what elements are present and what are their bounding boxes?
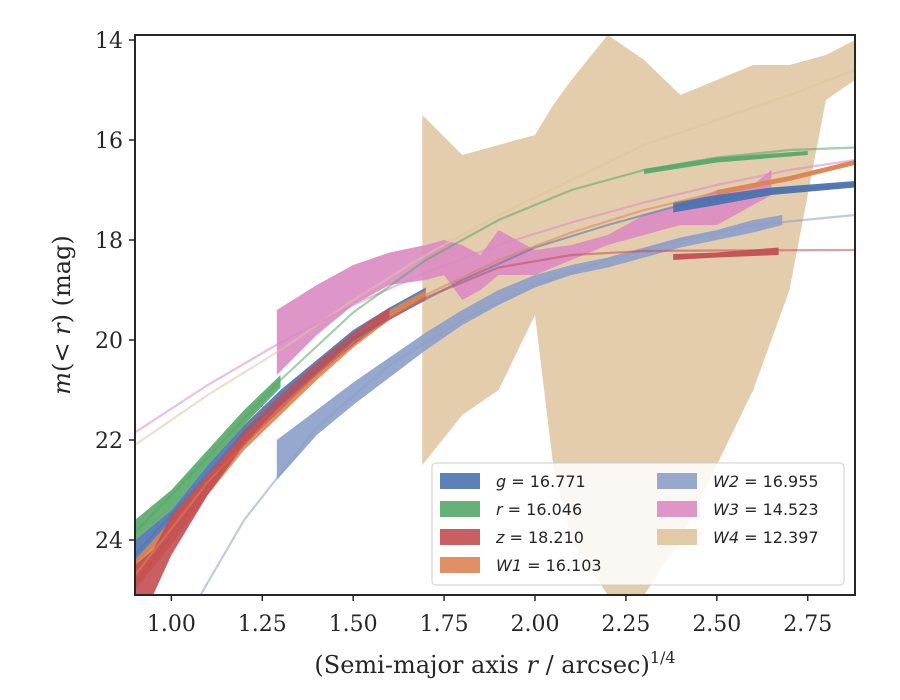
model-band-z (673, 247, 779, 260)
legend-swatch-w2 (657, 473, 697, 489)
model-line-w4 (135, 68, 855, 446)
legend-entry-w4: W4 = 12.397 (713, 528, 819, 547)
band-w4 (422, 35, 855, 595)
x-tick-label: 1.75 (420, 612, 469, 637)
x-tick-label: 2.00 (511, 612, 560, 637)
x-tick-label: 2.25 (601, 612, 650, 637)
model-line-z (135, 248, 855, 586)
y-axis-ticks: 14 16 18 20 22 24 (95, 29, 135, 554)
x-axis-ticks: 1.00 1.25 1.50 1.75 2.00 2.25 2.50 2.75 (147, 595, 832, 637)
legend: g = 16.771 r = 16.046 z = 18.210 W1 = 16.10… (431, 462, 845, 586)
model-band-g (673, 181, 855, 213)
y-tick-label: 14 (95, 29, 123, 54)
model-line-w2 (199, 213, 855, 595)
y-tick-label: 24 (95, 529, 123, 554)
legend-swatch-r (440, 501, 480, 517)
y-tick-label: 20 (95, 329, 123, 354)
plot-area (135, 35, 855, 595)
legend-entry-w2: W2 = 16.955 (713, 472, 819, 491)
legend-swatch-z (440, 529, 480, 545)
y-tick-label: 22 (95, 429, 123, 454)
y-tick-label: 18 (95, 229, 123, 254)
model-band-w1 (716, 160, 855, 195)
legend-entry-g: g = 16.771 (496, 472, 586, 491)
legend-entry-w3: W3 = 14.523 (713, 500, 819, 519)
legend-swatch-w1 (440, 557, 480, 573)
legend-swatch-w3 (657, 501, 697, 517)
legend-entry-w1: W1 = 16.103 (496, 556, 602, 575)
legend-entry-r: r = 16.046 (496, 500, 582, 519)
plot-frame (134, 34, 856, 596)
y-axis-label: m(< r) (mag) (48, 235, 76, 395)
legend-frame (431, 462, 845, 586)
x-axis-label: (Semi-major axis r / arcsec)1/4 (314, 648, 675, 679)
model-band-r (644, 151, 808, 174)
legend-swatch-g (440, 473, 480, 489)
legend-swatch-w4 (657, 529, 697, 545)
y-tick-label: 16 (95, 129, 123, 154)
x-tick-label: 2.75 (783, 612, 832, 637)
x-tick-label: 1.00 (147, 612, 196, 637)
model-line-r (135, 146, 855, 534)
x-tick-label: 1.25 (238, 612, 287, 637)
legend-entry-z: z = 18.210 (495, 528, 584, 547)
model-line-w3 (135, 158, 855, 434)
x-tick-label: 2.50 (692, 612, 741, 637)
x-tick-label: 1.50 (329, 612, 378, 637)
band-w3 (276, 170, 772, 375)
